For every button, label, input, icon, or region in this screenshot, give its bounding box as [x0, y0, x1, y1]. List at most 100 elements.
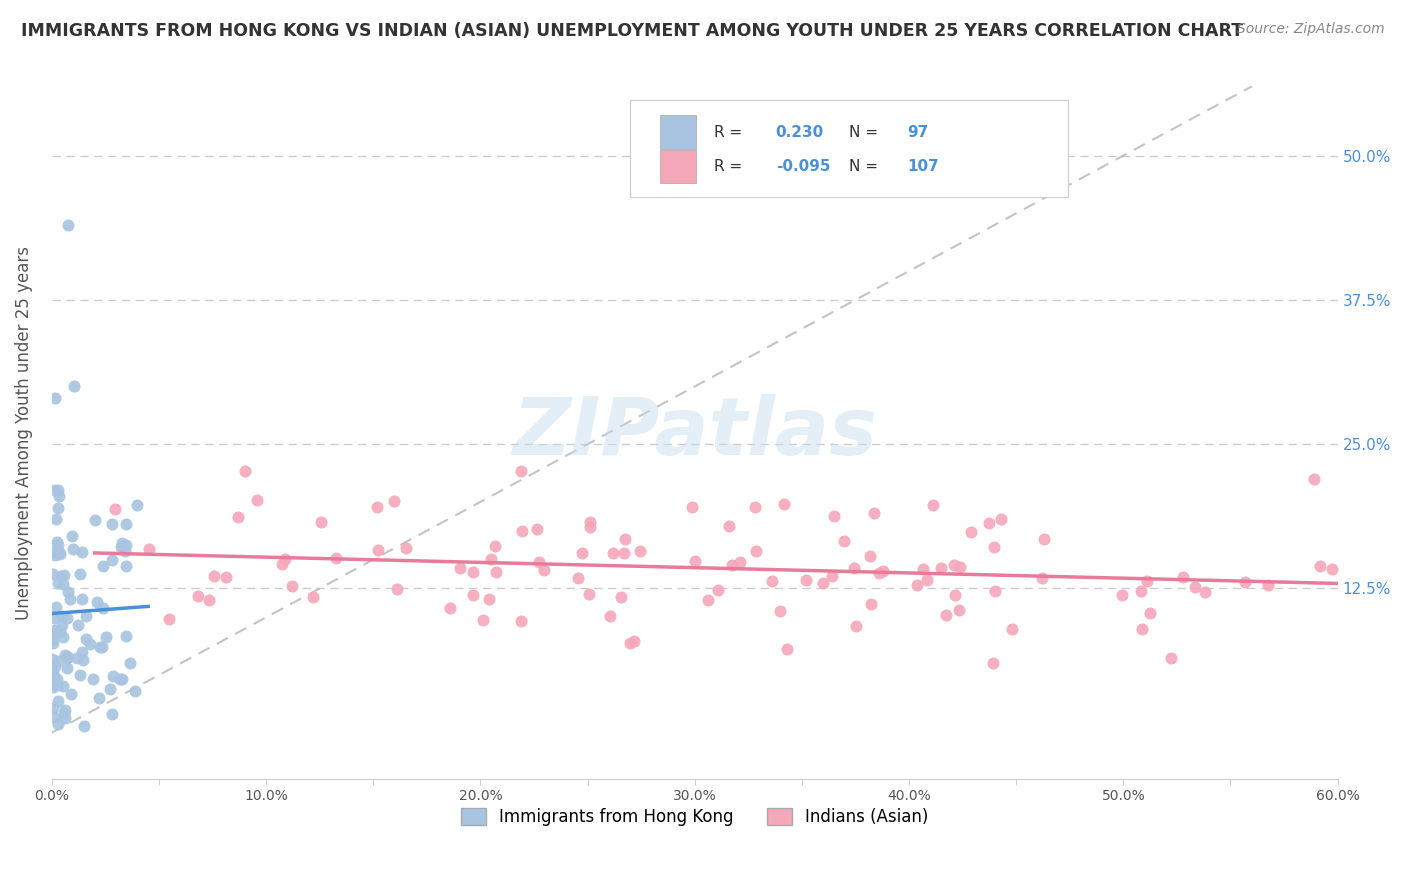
Point	[931, 561, 953, 575]
Text: R =: R =	[714, 159, 747, 174]
Point	[1139, 607, 1161, 621]
Point	[41, 700, 63, 714]
Point	[366, 500, 388, 514]
Point	[602, 546, 624, 560]
Point	[1001, 622, 1024, 636]
Point	[70, 645, 93, 659]
Point	[51, 569, 73, 583]
Point	[1129, 583, 1152, 598]
Point	[382, 493, 405, 508]
Point	[138, 541, 160, 556]
Point	[46, 501, 69, 516]
Point	[461, 588, 484, 602]
Point	[59, 591, 82, 606]
Point	[44, 623, 66, 637]
Point	[69, 668, 91, 682]
Point	[943, 588, 966, 602]
Point	[387, 582, 409, 596]
Point	[984, 584, 1007, 599]
Point	[62, 542, 84, 557]
Point	[187, 590, 209, 604]
Point	[49, 624, 72, 638]
Point	[527, 555, 550, 569]
Point	[115, 629, 138, 643]
Point	[53, 567, 76, 582]
Point	[922, 498, 945, 512]
Point	[75, 632, 97, 647]
Point	[42, 610, 65, 624]
Point	[730, 555, 752, 569]
Point	[960, 525, 983, 540]
Point	[533, 563, 555, 577]
Point	[115, 538, 138, 552]
Point	[863, 506, 886, 520]
Point	[623, 633, 645, 648]
FancyBboxPatch shape	[630, 100, 1067, 197]
Point	[832, 533, 855, 548]
Point	[69, 566, 91, 581]
Point	[44, 670, 66, 684]
Point	[983, 540, 1005, 554]
Point	[681, 500, 703, 514]
Point	[1111, 589, 1133, 603]
Point	[59, 687, 82, 701]
Point	[98, 681, 121, 696]
Point	[311, 515, 333, 529]
Point	[1136, 574, 1159, 588]
Point	[63, 379, 86, 393]
Point	[697, 593, 720, 607]
Point	[202, 569, 225, 583]
Point	[79, 637, 101, 651]
Point	[104, 502, 127, 516]
Point	[463, 566, 485, 580]
Point	[56, 649, 79, 664]
Point	[44, 483, 66, 498]
Point	[718, 519, 741, 533]
Point	[484, 539, 506, 553]
Text: ZIPatlas: ZIPatlas	[512, 393, 877, 472]
Point	[479, 552, 502, 566]
FancyBboxPatch shape	[659, 115, 696, 149]
Point	[51, 609, 73, 624]
Point	[823, 508, 845, 523]
Text: N =: N =	[849, 125, 883, 139]
Point	[127, 498, 149, 512]
Point	[845, 619, 868, 633]
Text: R =: R =	[714, 125, 747, 139]
Point	[707, 582, 730, 597]
Point	[471, 613, 494, 627]
Point	[124, 683, 146, 698]
Point	[100, 706, 122, 721]
Point	[115, 516, 138, 531]
Point	[1257, 578, 1279, 592]
Point	[628, 544, 651, 558]
Point	[1233, 574, 1256, 589]
Point	[1031, 571, 1053, 585]
Point	[1320, 562, 1343, 576]
Point	[905, 578, 928, 592]
Point	[93, 558, 115, 573]
Point	[91, 601, 114, 615]
Point	[42, 665, 65, 680]
Text: -0.095: -0.095	[776, 159, 830, 174]
Point	[510, 464, 533, 478]
Point	[101, 553, 124, 567]
Point	[103, 669, 125, 683]
Point	[72, 653, 94, 667]
Point	[41, 633, 63, 648]
Point	[721, 558, 744, 572]
Point	[41, 651, 63, 665]
Point	[1302, 472, 1324, 486]
Point	[744, 500, 766, 514]
Point	[683, 554, 706, 568]
Point	[89, 640, 111, 654]
FancyBboxPatch shape	[659, 150, 696, 184]
Point	[301, 591, 323, 605]
Point	[49, 547, 72, 561]
Point	[44, 391, 66, 405]
Point	[110, 540, 132, 554]
Point	[526, 523, 548, 537]
Point	[56, 584, 79, 599]
Point	[571, 545, 593, 559]
Point	[108, 672, 131, 686]
